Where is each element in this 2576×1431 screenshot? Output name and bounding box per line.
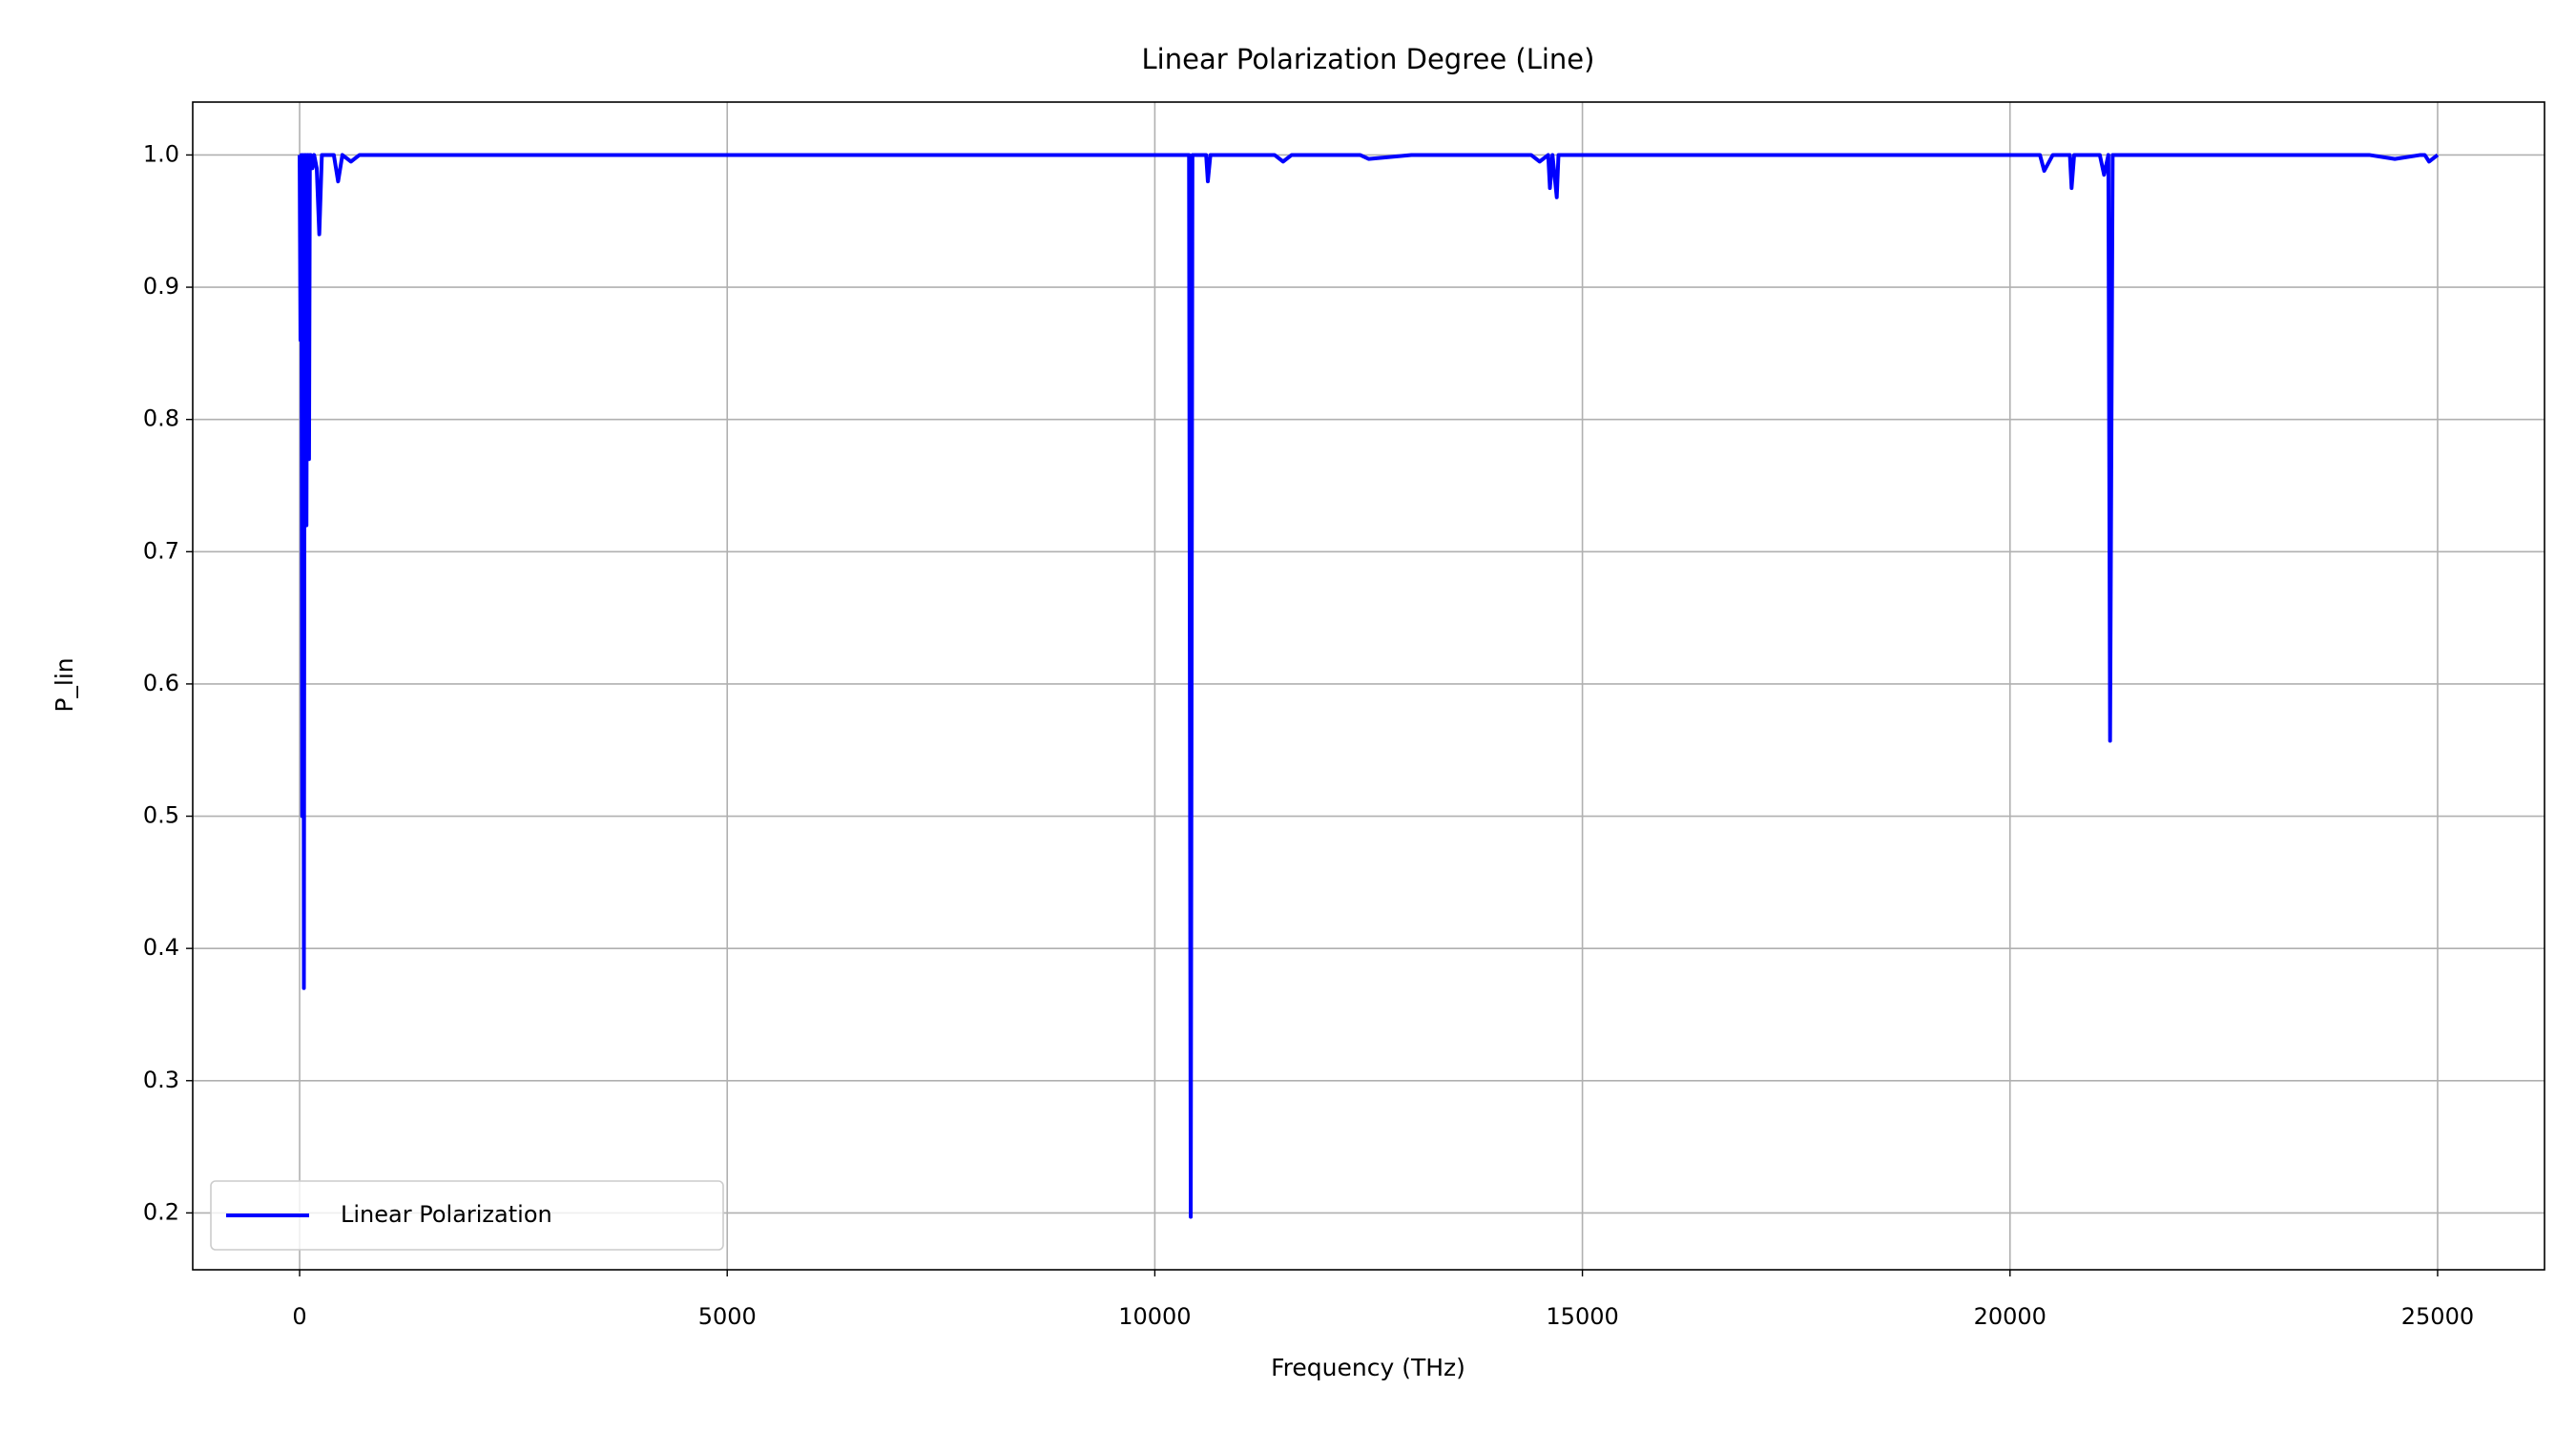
y-tick-label: 0.7 — [143, 537, 179, 564]
y-tick-label: 0.5 — [143, 802, 179, 829]
x-tick-label: 0 — [292, 1303, 306, 1330]
legend-box — [210, 1180, 724, 1251]
y-tick-label: 1.0 — [143, 140, 179, 167]
x-tick-label: 10000 — [1118, 1303, 1191, 1330]
y-axis-label: P_lin — [51, 657, 78, 712]
y-tick-label: 0.8 — [143, 405, 179, 432]
y-tick-label: 0.4 — [143, 934, 179, 961]
legend-label: Linear Polarization — [341, 1201, 552, 1228]
x-axis-label: Frequency (THz) — [1271, 1354, 1465, 1381]
x-tick-label: 20000 — [1974, 1303, 2046, 1330]
x-tick-label: 15000 — [1546, 1303, 1618, 1330]
y-tick-label: 0.6 — [143, 670, 179, 696]
x-tick-label: 5000 — [698, 1303, 757, 1330]
plot-frame — [192, 101, 2545, 1271]
y-tick-label: 0.9 — [143, 273, 179, 300]
data-line — [298, 153, 2440, 1219]
y-tick-label: 0.2 — [143, 1198, 179, 1225]
y-tick-label: 0.3 — [143, 1067, 179, 1093]
chart-title: Linear Polarization Degree (Line) — [1142, 43, 1595, 75]
x-tick-label: 25000 — [2401, 1303, 2474, 1330]
